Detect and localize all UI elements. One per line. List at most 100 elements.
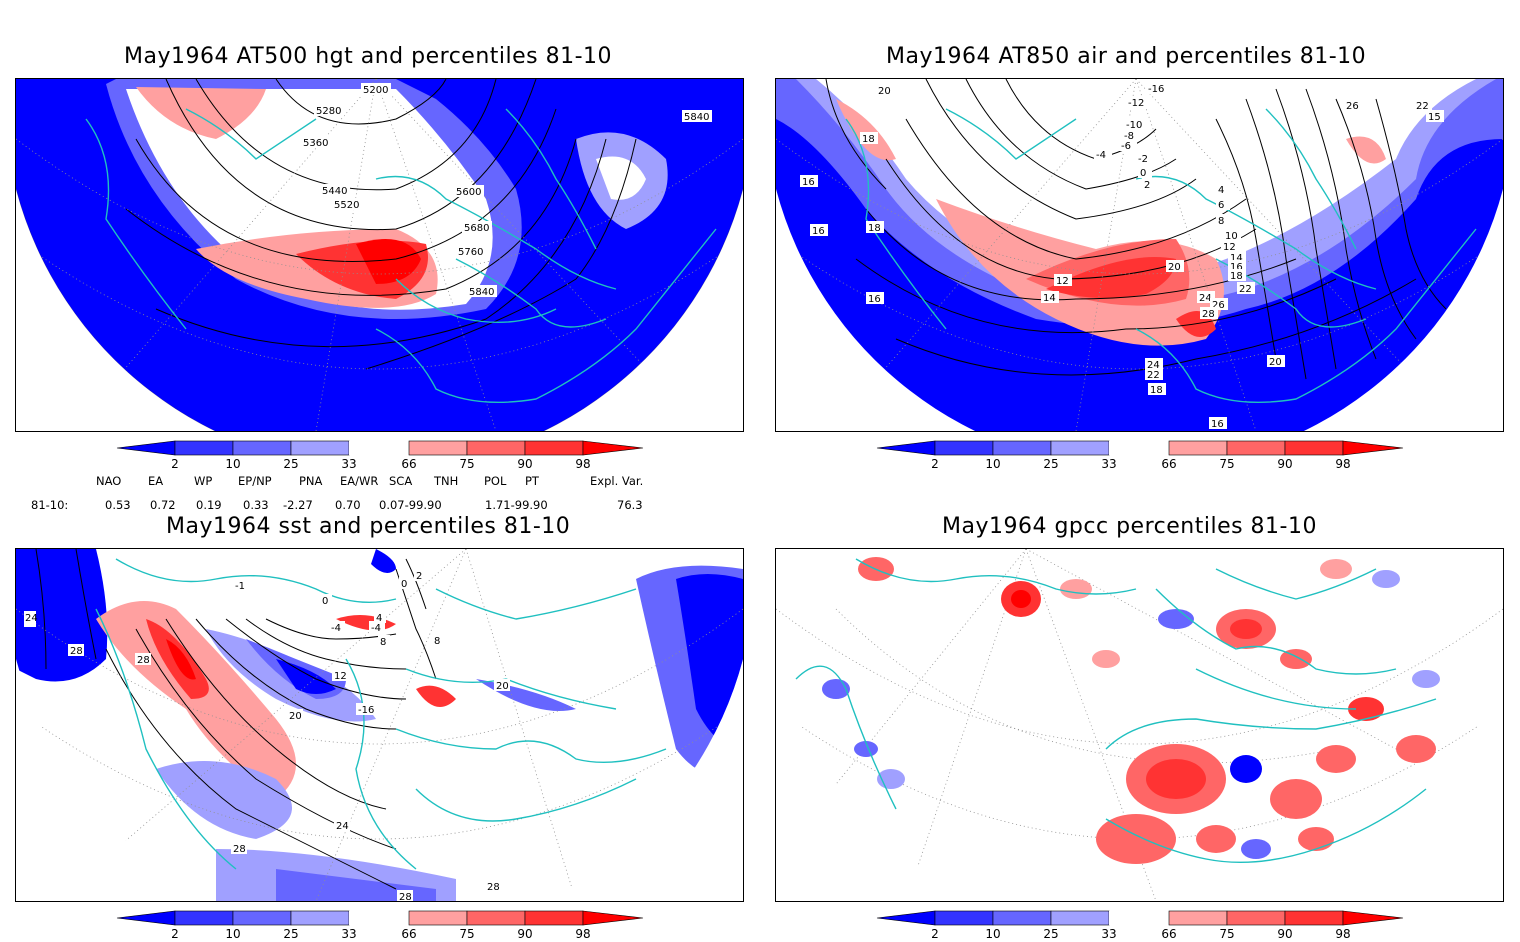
- contour-label: -8: [1122, 129, 1140, 142]
- contour-label: -10: [1124, 118, 1148, 131]
- index-header: TNH: [434, 474, 459, 488]
- contour-label: 18: [866, 221, 884, 234]
- map-sst-plot: 24 28 28 -1 0 0 2 -4 -4 4 8 8 12 -16 20 …: [16, 549, 743, 901]
- colorbar-label: 33: [341, 457, 356, 471]
- map-air850-plot: 20 18 16 16 18 16 -16 -12 -10 -8 -6 -4 -…: [776, 79, 1503, 431]
- colorbar-label: 75: [459, 927, 474, 940]
- svg-text:5840: 5840: [469, 287, 494, 298]
- contour-label: 28: [68, 644, 84, 657]
- colorbar-label: 25: [1043, 927, 1058, 940]
- colorbar-label: 90: [517, 927, 532, 940]
- colorbar-label: 66: [401, 457, 416, 471]
- colorbar-box: [934, 910, 994, 926]
- index-value: 0.53: [105, 498, 131, 512]
- contour-label: 28: [485, 880, 501, 893]
- contour-label: 2: [1142, 178, 1156, 191]
- index-value: 0.33: [243, 498, 269, 512]
- contour-label: 22: [1237, 282, 1255, 295]
- contour-label: 12: [1221, 240, 1239, 253]
- contour-label: 8: [1216, 214, 1230, 227]
- svg-text:-8: -8: [1124, 131, 1134, 142]
- colorbar-arrow-high: [582, 440, 644, 456]
- contour-label: 24: [334, 819, 350, 832]
- map-hgt500-plot: 5200 5280 5360 5440 5520 5600 5680 5760 …: [16, 79, 743, 431]
- colorbar-label: 90: [1277, 927, 1292, 940]
- colorbar-label: 10: [225, 457, 240, 471]
- contour-label: 12: [1054, 274, 1072, 287]
- index-table: NAO EA WP EP/NP PNA EA/WR SCA TNH POL PT…: [0, 474, 700, 514]
- colorbar-gpcc: 2 10 25 33 66 75 90 98: [875, 910, 1405, 942]
- colorbar-box: [174, 910, 234, 926]
- svg-text:5680: 5680: [464, 223, 489, 234]
- svg-text:-12: -12: [1128, 98, 1144, 109]
- contour-label: -16: [356, 703, 374, 716]
- colorbar-box: [232, 910, 292, 926]
- index-value: 0.19: [196, 498, 222, 512]
- contour-label: -4: [329, 621, 345, 634]
- contour-label: 10: [1223, 229, 1241, 242]
- colorbar-arrow-low: [116, 440, 176, 456]
- svg-text:26: 26: [1346, 101, 1359, 112]
- svg-text:22: 22: [1416, 101, 1429, 112]
- colorbar-label: 25: [283, 457, 298, 471]
- colorbar-label: 10: [985, 927, 1000, 940]
- svg-text:2: 2: [1144, 180, 1150, 191]
- index-row-label: 81-10:: [31, 498, 69, 512]
- svg-text:15: 15: [1428, 112, 1441, 123]
- index-header: EP/NP: [238, 474, 272, 488]
- colorbar-box: [524, 440, 584, 456]
- contour-label: 4: [1216, 183, 1230, 196]
- map-gpcc-plot: [776, 549, 1503, 901]
- colorbar-arrow-high: [1342, 910, 1404, 926]
- svg-text:12: 12: [1223, 242, 1236, 253]
- contour-label: 5840: [467, 285, 497, 298]
- colorbar-label: 66: [1161, 457, 1176, 471]
- svg-text:5600: 5600: [456, 187, 481, 198]
- svg-text:28: 28: [1202, 309, 1215, 320]
- svg-text:5520: 5520: [334, 200, 359, 211]
- contour-label: 20: [1267, 355, 1285, 368]
- contour-label: 5280: [314, 104, 344, 117]
- contour-label: -2: [1136, 152, 1154, 165]
- contour-label: 18: [1148, 383, 1166, 396]
- svg-text:16: 16: [812, 226, 825, 237]
- svg-text:8: 8: [380, 637, 386, 648]
- index-header: EA: [148, 474, 164, 488]
- svg-text:-4: -4: [371, 623, 381, 634]
- contour-label: 22: [1145, 368, 1163, 381]
- contour-label: 18: [1228, 269, 1246, 282]
- contour-label: -4: [1094, 148, 1112, 161]
- svg-text:5280: 5280: [316, 106, 341, 117]
- map-sst: 24 28 28 -1 0 0 2 -4 -4 4 8 8 12 -16 20 …: [15, 548, 744, 902]
- index-value: -2.27: [283, 498, 313, 512]
- svg-text:5760: 5760: [458, 247, 483, 258]
- index-value: 0.07-99.90: [379, 498, 442, 512]
- colorbar-label: 10: [985, 457, 1000, 471]
- svg-text:28: 28: [137, 655, 150, 666]
- colorbar-label: 10: [225, 927, 240, 940]
- svg-text:22: 22: [1239, 284, 1252, 295]
- colorbar-box: [1226, 440, 1286, 456]
- svg-text:-16: -16: [1148, 84, 1164, 95]
- svg-text:-2: -2: [1138, 154, 1148, 165]
- svg-text:5840: 5840: [684, 112, 709, 123]
- contour-label: -4: [369, 621, 385, 634]
- colorbar-box: [349, 911, 409, 925]
- colorbar-label: 98: [575, 457, 590, 471]
- colorbar-label: 98: [575, 927, 590, 940]
- contour-label: -12: [1126, 96, 1150, 109]
- svg-text:14: 14: [1230, 253, 1243, 264]
- colorbar-box: [524, 910, 584, 926]
- svg-text:10: 10: [1225, 231, 1238, 242]
- svg-text:8: 8: [1218, 216, 1224, 227]
- svg-text:5200: 5200: [363, 85, 388, 96]
- colorbar-box: [349, 441, 409, 455]
- svg-text:0: 0: [1140, 168, 1146, 179]
- contour-label: 16: [866, 292, 884, 305]
- colorbar-box: [232, 440, 292, 456]
- svg-text:24: 24: [1199, 293, 1212, 304]
- contour-label: -6: [1119, 139, 1137, 152]
- colorbar-label: 75: [459, 457, 474, 471]
- colorbar-box: [1226, 910, 1286, 926]
- svg-text:6: 6: [1218, 200, 1224, 211]
